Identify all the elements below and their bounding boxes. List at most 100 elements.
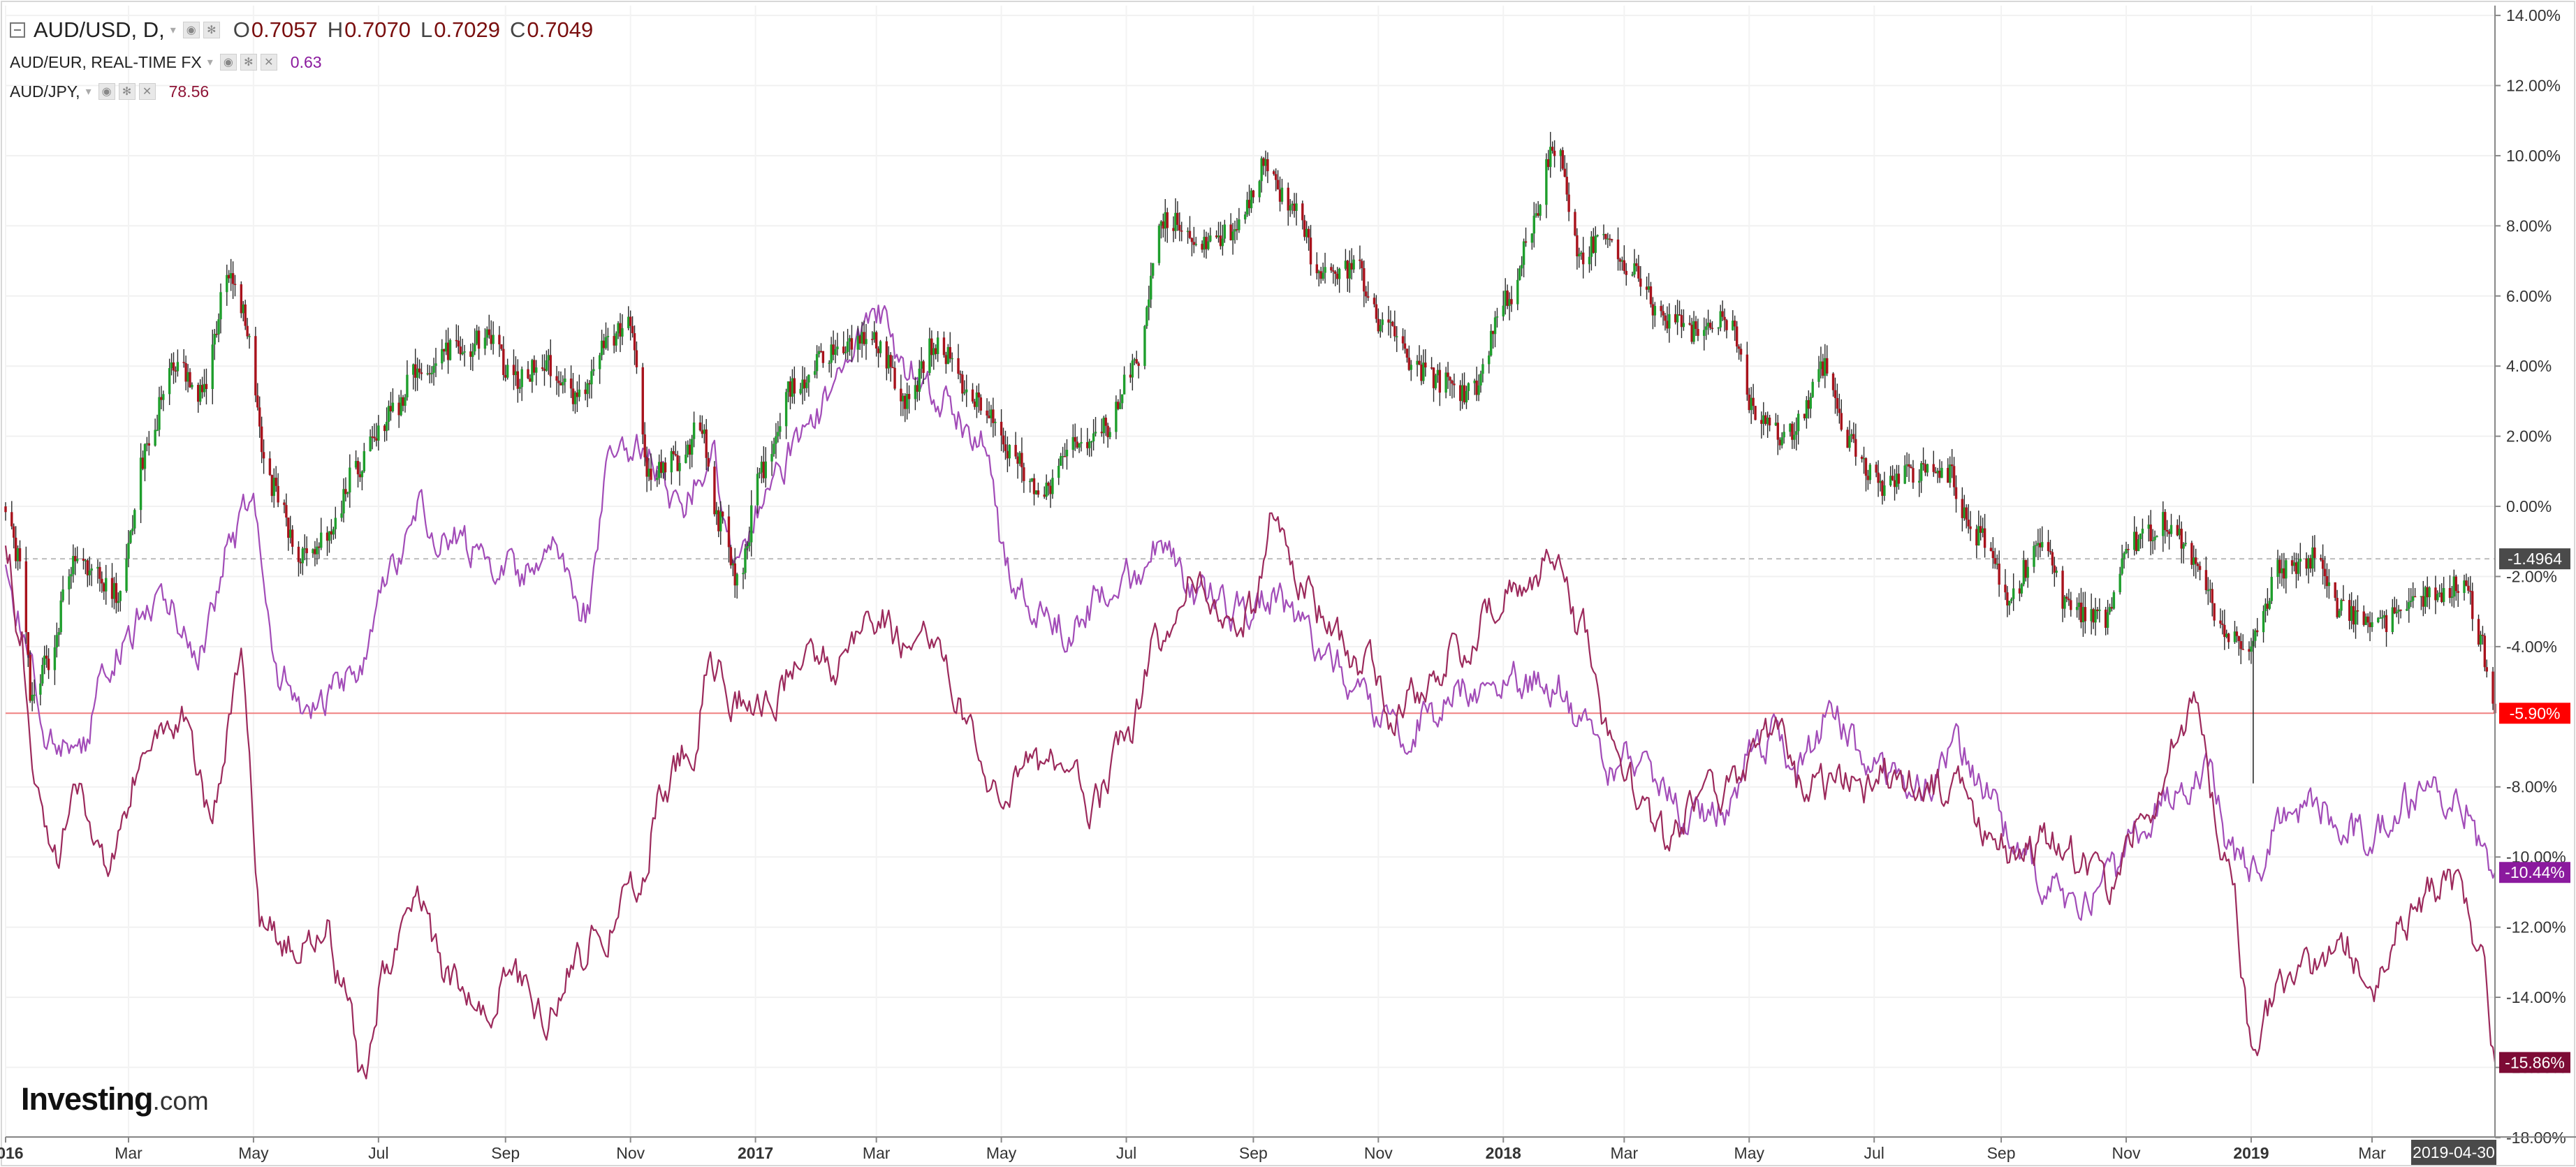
candle-down [1860, 456, 1864, 460]
candle-down [1020, 453, 1023, 468]
candle-down [1912, 468, 1915, 483]
candle-up [2182, 544, 2185, 549]
candle-up [316, 546, 319, 555]
candle-up [1381, 319, 1384, 325]
candle-up [2377, 617, 2380, 622]
candle-down [641, 367, 644, 435]
candle-up [492, 335, 495, 344]
gear-icon[interactable]: ✻ [203, 22, 220, 38]
candle-down [246, 325, 249, 337]
candle-down [1611, 239, 1613, 241]
candle-down [1309, 237, 1312, 265]
candle-up [360, 471, 364, 478]
candle-up [598, 355, 601, 369]
candle-down [979, 397, 982, 411]
candle-up [2209, 589, 2211, 590]
candle-down [727, 516, 731, 548]
candle-down [2342, 599, 2345, 601]
candle-down [24, 561, 28, 633]
candle-up [139, 457, 142, 511]
candle-up [33, 694, 36, 696]
candle-up [928, 338, 931, 373]
series-name-aud-jpy[interactable]: AUD/JPY, [10, 82, 80, 101]
candle-down [529, 378, 532, 382]
candle-up [1146, 307, 1148, 326]
candle-down [1637, 265, 1640, 279]
candle-up [2041, 542, 2044, 548]
candle-up [1780, 437, 1783, 446]
candle-up [1348, 263, 1351, 279]
symbol-label[interactable]: AUD/USD, D, [34, 17, 165, 42]
candle-up [2098, 609, 2101, 611]
candle-down [1135, 359, 1138, 364]
candle-down [2235, 631, 2239, 636]
candle-up [2225, 633, 2228, 638]
candle-down [397, 402, 400, 416]
candle-down [1346, 260, 1349, 279]
candle-up [1793, 434, 1796, 440]
candle-down [1332, 270, 1335, 272]
collapse-icon[interactable] [10, 22, 25, 38]
candle-down [1537, 213, 1539, 216]
candle-down [701, 430, 704, 434]
candle-down [874, 332, 878, 349]
candle-down [1403, 343, 1407, 349]
high-label: H [327, 17, 344, 42]
x-tick-label: May [1734, 1144, 1765, 1162]
candle-up [2118, 573, 2121, 593]
candle-up [340, 513, 343, 518]
candle-down [1737, 346, 1741, 349]
candle-down [1100, 432, 1104, 434]
candle-down [2399, 609, 2402, 611]
candle-down [916, 385, 919, 392]
y-tick-label: -14.00% [2506, 988, 2566, 1006]
series-name-aud-eur[interactable]: AUD/EUR, REAL-TIME FX [10, 52, 202, 71]
candle-up [1209, 235, 1212, 242]
y-tick-label: -12.00% [2506, 918, 2566, 937]
eye-icon[interactable]: ◉ [219, 54, 237, 71]
gear-icon[interactable]: ✻ [118, 83, 136, 100]
chevron-down-icon[interactable]: ▾ [85, 86, 92, 98]
chevron-down-icon[interactable]: ▾ [170, 24, 176, 36]
candle-down [1449, 376, 1451, 381]
candle-down [1307, 228, 1310, 238]
candle-up [2108, 607, 2112, 612]
candle-down [1754, 406, 1757, 420]
y-tick-label: 0.00% [2506, 497, 2552, 515]
chevron-down-icon[interactable]: ▾ [207, 57, 213, 68]
candle-up [1034, 490, 1038, 494]
series-line-aud-eur [4, 304, 2496, 921]
y-tick-label: 6.00% [2506, 287, 2552, 305]
candle-down [2070, 600, 2072, 610]
candle-up [1150, 275, 1152, 300]
x-tick-label: May [986, 1144, 1017, 1162]
candle-up [471, 351, 474, 357]
candle-up [127, 543, 130, 559]
close-icon[interactable]: ✕ [260, 54, 277, 71]
candle-down [2369, 622, 2371, 627]
candle-down [1893, 480, 1896, 487]
candle-down [1791, 423, 1794, 440]
candle-up [1164, 212, 1166, 229]
candle-down [557, 381, 560, 383]
eye-icon[interactable]: ◉ [182, 22, 200, 38]
candle-down [2465, 580, 2468, 586]
close-icon[interactable]: ✕ [138, 83, 156, 100]
candle-down [904, 395, 907, 409]
candle-down [1236, 229, 1238, 230]
gear-icon[interactable]: ✻ [240, 54, 257, 71]
candle-up [1594, 235, 1597, 254]
candle-up [53, 647, 57, 670]
candle-down [2221, 624, 2224, 625]
close-value: 0.7049 [527, 17, 594, 42]
candle-up [2193, 557, 2195, 565]
candle-up [564, 379, 566, 383]
candle-up [441, 348, 444, 364]
value-tag-label: -15.86% [2505, 1053, 2565, 1071]
eye-icon[interactable]: ◉ [98, 83, 115, 100]
candle-up [658, 462, 661, 478]
candle-up [1647, 286, 1651, 290]
candle-up [406, 374, 409, 397]
